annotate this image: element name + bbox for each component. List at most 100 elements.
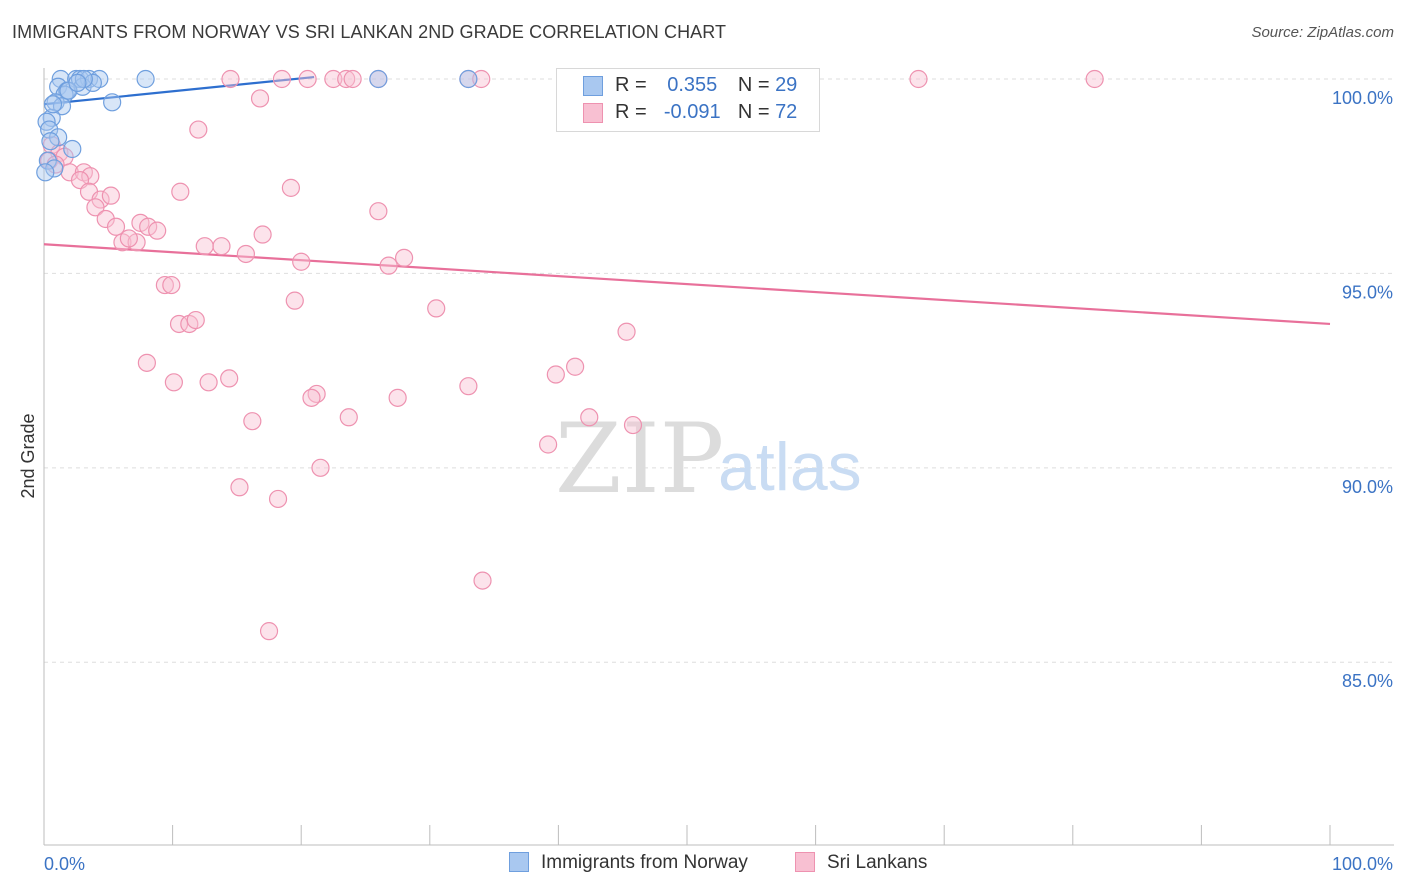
point-srilanka-71 <box>473 571 492 590</box>
point-srilanka-11 <box>1085 69 1104 89</box>
source-label: Source: ZipAtlas.com <box>1251 24 1394 41</box>
point-srilanka-0 <box>221 69 240 89</box>
legend-r-label: R = <box>615 74 647 96</box>
point-srilanka-56 <box>220 369 239 388</box>
watermark-zip: ZIP <box>555 403 724 515</box>
point-srilanka-1 <box>272 69 292 89</box>
legend-r-value-norway: 0.355 <box>667 74 718 96</box>
point-srilanka-64 <box>339 408 358 427</box>
point-srilanka-48 <box>427 299 446 318</box>
tick-labels: 100.0% 95.0% 90.0% 85.0% 0.0% 100.0% <box>44 88 1393 874</box>
point-srilanka-33 <box>139 217 158 236</box>
bottom-legend-swatch-norway <box>509 852 529 872</box>
point-srilanka-58 <box>199 373 218 392</box>
point-norway-5 <box>136 69 155 89</box>
y-axis-label: 2nd Grade <box>18 413 38 498</box>
point-srilanka-42 <box>292 252 311 271</box>
point-norway-27 <box>43 95 63 114</box>
data-points <box>36 69 1104 641</box>
legend-n-label: N = <box>737 74 770 96</box>
y-tick-label-1: 95.0% <box>1342 282 1393 302</box>
point-srilanka-45 <box>155 275 174 295</box>
legend-swatch-norway <box>583 76 603 96</box>
point-srilanka-34 <box>148 221 167 240</box>
point-srilanka-62 <box>388 388 407 407</box>
point-srilanka-24 <box>171 182 190 201</box>
x-tick-label-1: 100.0% <box>1332 854 1393 874</box>
point-srilanka-72 <box>259 622 279 641</box>
legend-n-label: N = <box>737 101 770 123</box>
point-norway-6 <box>369 69 388 89</box>
point-norway-23 <box>45 159 64 178</box>
point-norway-11 <box>83 73 102 92</box>
point-norway-15 <box>52 97 72 116</box>
legend-n-value-srilanka: 72 <box>775 101 798 123</box>
bottom-legend-swatch-srilanka <box>795 852 815 872</box>
point-norway-28 <box>68 73 87 92</box>
point-srilanka-27 <box>101 186 120 205</box>
point-srilanka-12 <box>250 89 270 108</box>
legend-swatch-srilanka <box>583 103 603 123</box>
point-srilanka-35 <box>253 225 272 244</box>
point-srilanka-59 <box>459 377 478 396</box>
point-srilanka-2 <box>298 69 317 89</box>
point-srilanka-65 <box>580 408 599 427</box>
point-srilanka-3 <box>324 69 343 89</box>
point-srilanka-40 <box>212 237 231 256</box>
bottom-legend-label-norway: Immigrants from Norway <box>541 852 748 873</box>
point-srilanka-4 <box>337 69 356 89</box>
point-srilanka-39 <box>195 237 214 256</box>
point-srilanka-44 <box>394 248 414 267</box>
trend-line-norway <box>43 75 315 106</box>
point-srilanka-47 <box>285 291 304 310</box>
point-srilanka-52 <box>617 322 636 341</box>
gridlines <box>44 78 1394 663</box>
point-srilanka-28 <box>86 198 105 217</box>
point-norway-21 <box>63 139 82 159</box>
watermark-atlas: atlas <box>718 429 862 505</box>
point-srilanka-67 <box>539 435 558 454</box>
point-norway-7 <box>459 69 478 89</box>
point-srilanka-31 <box>106 217 126 236</box>
y-tick-label-3: 85.0% <box>1342 671 1393 691</box>
point-norway-20 <box>41 132 60 151</box>
point-norway-24 <box>36 163 55 182</box>
chart-title: IMMIGRANTS FROM NORWAY VS SRI LANKAN 2ND… <box>12 22 727 42</box>
point-srilanka-53 <box>137 353 156 372</box>
point-norway-14 <box>103 93 122 112</box>
point-srilanka-41 <box>236 244 256 264</box>
x-tick-label-0: 0.0% <box>44 854 85 874</box>
point-srilanka-21 <box>81 167 100 186</box>
point-srilanka-51 <box>186 310 205 330</box>
y-tick-label-2: 90.0% <box>1342 477 1393 497</box>
point-srilanka-55 <box>546 365 565 384</box>
point-srilanka-57 <box>164 373 183 392</box>
point-srilanka-70 <box>268 489 288 509</box>
point-srilanka-61 <box>302 388 321 407</box>
point-srilanka-25 <box>281 178 301 197</box>
bottom-legend-label-srilanka: Sri Lankans <box>827 852 928 873</box>
point-srilanka-13 <box>189 120 208 139</box>
y-tick-label-0: 100.0% <box>1332 88 1393 108</box>
stats-legend: R = 0.355 N = 29 R = -0.091 N = 72 <box>556 68 820 132</box>
legend-n-value-norway: 29 <box>775 74 798 96</box>
point-srilanka-8 <box>472 69 491 89</box>
point-srilanka-68 <box>311 458 330 477</box>
point-srilanka-46 <box>162 275 181 295</box>
point-srilanka-5 <box>343 69 362 89</box>
trend-lines <box>43 75 1331 326</box>
point-srilanka-66 <box>623 415 643 435</box>
point-srilanka-54 <box>566 357 585 376</box>
trend-line-srilanka <box>43 243 1331 326</box>
legend-r-value-srilanka: -0.091 <box>663 101 721 123</box>
point-srilanka-63 <box>243 412 262 431</box>
watermark: ZIP atlas <box>555 403 862 515</box>
point-srilanka-43 <box>379 256 398 275</box>
axes <box>43 68 1394 846</box>
point-srilanka-29 <box>369 202 388 221</box>
point-srilanka-38 <box>119 229 138 248</box>
point-srilanka-10 <box>909 69 928 89</box>
point-srilanka-69 <box>230 478 249 497</box>
legend-r-label: R = <box>615 101 647 123</box>
